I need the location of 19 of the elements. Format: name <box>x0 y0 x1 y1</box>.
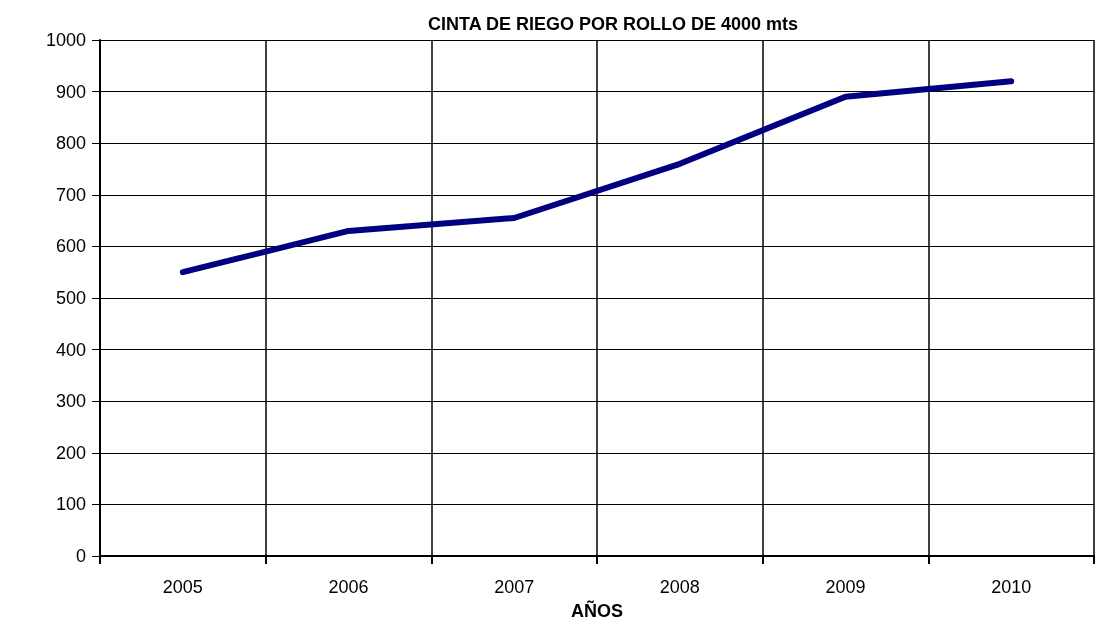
y-tick-label: 400 <box>55 339 86 360</box>
y-tick-label: 900 <box>55 81 86 102</box>
chart-title: CINTA DE RIEGO POR ROLLO DE 4000 mts <box>427 14 799 34</box>
y-tick-label: 1000 <box>45 30 86 50</box>
x-axis-title: AÑOS <box>570 600 624 621</box>
y-tick-label: 200 <box>55 442 86 463</box>
x-tick-label: 2006 <box>328 577 369 597</box>
y-tick-label: 600 <box>55 236 86 257</box>
y-tick-label: 800 <box>55 133 86 154</box>
y-tick-label: 100 <box>55 494 86 515</box>
x-tick-label: 2005 <box>162 577 203 597</box>
x-tick-label: 2009 <box>825 577 866 597</box>
x-tick-label: 2008 <box>659 577 700 597</box>
y-tick-label: 300 <box>55 391 86 412</box>
y-tick-label: 700 <box>55 184 86 205</box>
y-tick-label: 500 <box>55 288 86 308</box>
y-tick-label: 0 <box>75 546 86 566</box>
x-tick-label: 2007 <box>494 577 535 597</box>
x-tick-label: 2010 <box>991 577 1032 597</box>
